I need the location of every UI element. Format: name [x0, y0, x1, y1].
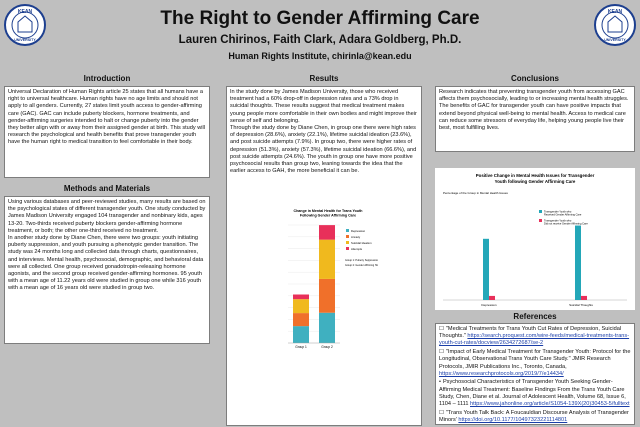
stacked-chart-note: Group 1: Puberty Suppression	[345, 259, 378, 262]
conclusions-box: Research indicates that preventing trans…	[435, 86, 635, 152]
reference-link[interactable]: https://doi.org/10.1177/1049732322111480…	[458, 416, 568, 423]
stacked-chart-svg: Change in Mental Health for Trans YouthF…	[288, 209, 387, 349]
conclusions-text: Research indicates that preventing trans…	[439, 89, 629, 132]
reference-link[interactable]: https://search.proquest.com/wire-feeds/m…	[439, 333, 630, 347]
bar-chart-x-label: Suicidal Thoughts	[569, 303, 593, 307]
stacked-legend-label: Attempts	[351, 247, 363, 251]
stacked-chart-title: Change in Mental Health for Trans Youth	[294, 209, 363, 213]
bar-legend-label: Did not receive Gender Affirming Care	[544, 222, 588, 226]
stacked-bar-segment	[319, 312, 335, 343]
reference-link[interactable]: https://www.researchprotocols.org/2019/7…	[439, 370, 564, 377]
stacked-chart-x-label: Group 1	[295, 345, 307, 349]
bar-legend-swatch	[539, 210, 542, 213]
stacked-legend-label: Depression	[351, 229, 366, 233]
svg-text:UNIVERSITY: UNIVERSITY	[14, 38, 36, 42]
bar-legend-label: Transgender Youth who	[544, 219, 572, 223]
reference-bullet: ☐	[439, 409, 444, 416]
stacked-bar-segment	[293, 299, 309, 314]
kean-logo-right: KEAN UNIVERSITY	[594, 4, 636, 46]
bar-chart-bar	[575, 225, 581, 300]
stacked-legend-label: Suicidal Ideation	[351, 241, 372, 245]
stacked-chart-note: Group 2: Gender Affirming Hormones	[345, 264, 378, 267]
results-paragraph-1: In the study done by James Madison Unive…	[230, 89, 417, 124]
stacked-bar-segment	[293, 294, 309, 300]
stacked-bar-segment	[293, 313, 309, 327]
stacked-legend-swatch	[346, 247, 349, 250]
reference-bullet: ☐	[439, 349, 444, 356]
kean-logo-left: KEAN UNIVERSITY	[4, 4, 46, 46]
reference-text: "Medical Treatments for Trans Youth Cut …	[439, 326, 622, 340]
intro-heading: Introduction	[83, 74, 131, 83]
results-paragraph-2: Through the study done by Diane Chen, in…	[230, 125, 417, 175]
methods-heading: Methods and Materials	[63, 184, 151, 193]
reference-item: ☐ "Medical Treatments for Trans Youth Cut…	[439, 326, 631, 348]
bar-chart-y-label: Percentage of the Group in Mental Health…	[443, 191, 508, 195]
reference-bullet: •	[439, 379, 441, 386]
reference-item: • Psychosocial Characteristics of Transge…	[439, 379, 631, 408]
bar-chart-x-label: Depression	[481, 303, 497, 307]
stacked-bar-segment	[293, 326, 309, 343]
stacked-legend-swatch	[346, 241, 349, 244]
bar-chart: Positive Change in Mental Health Issues …	[435, 168, 635, 310]
conclusions-heading: Conclusions	[510, 74, 559, 83]
reference-text: "Trans Youth Talk Back: A Foucauldian Di…	[439, 409, 629, 423]
stacked-bar-segment	[319, 225, 335, 240]
stacked-legend-swatch	[346, 229, 349, 232]
references-heading: References	[513, 312, 557, 321]
reference-link[interactable]: https://www.jahonline.org/article/S1054-…	[470, 401, 630, 408]
reference-bullet: ☐	[439, 326, 444, 332]
bar-chart-title: Positive Change in Mental Health Issues …	[476, 173, 595, 178]
bar-chart-bar	[483, 238, 489, 300]
methods-box: Using various databases and peer-reviewe…	[4, 196, 210, 344]
svg-text:UNIVERSITY: UNIVERSITY	[604, 38, 626, 42]
methods-paragraph-1: Using various databases and peer-reviewe…	[8, 199, 206, 234]
references-list: ☐ "Medical Treatments for Trans Youth Cut…	[439, 326, 631, 424]
bar-chart-bar	[489, 295, 495, 300]
reference-item: ☐ "Impact of Early Medical Treatment for …	[439, 349, 631, 378]
poster-authors: Lauren Chirinos, Faith Clark, Adara Gold…	[178, 34, 462, 46]
references-box: ☐ "Medical Treatments for Trans Youth Cut…	[435, 323, 635, 425]
stacked-legend-swatch	[346, 235, 349, 238]
intro-text: Universal Declaration of Human Rights ar…	[8, 89, 206, 146]
methods-paragraph-2: In another study done by Diane Chen, the…	[8, 235, 204, 292]
results-heading: Results	[309, 74, 339, 83]
bar-legend-label: Transgender Youth who	[544, 210, 572, 214]
bar-legend-swatch	[539, 219, 542, 222]
stacked-chart: Change in Mental Health for Trans Youth F…	[278, 205, 387, 355]
stacked-chart-x-label: Group 2	[321, 345, 333, 349]
stacked-bar-segment	[319, 278, 335, 313]
stacked-bar-segment	[319, 239, 335, 279]
intro-box: Universal Declaration of Human Rights ar…	[4, 86, 210, 178]
poster-title: The Right to Gender Affirming Care	[160, 8, 480, 29]
reference-text: Psychosocial Characteristics of Transgen…	[439, 379, 626, 408]
stacked-chart-title: Following Gender Affirming Care	[300, 214, 356, 218]
svg-text:KEAN: KEAN	[18, 9, 33, 15]
reference-text: "Impact of Early Medical Treatment for T…	[439, 349, 631, 370]
stacked-legend-label: Anxiety	[351, 235, 361, 239]
bar-chart-title: Youth following Gender Affirming Care	[495, 179, 576, 184]
poster-institute: Human Rights Institute, chirinla@kean.ed…	[228, 51, 412, 61]
bar-chart-svg: Positive Change in Mental Health Issues …	[443, 173, 627, 307]
svg-text:KEAN: KEAN	[608, 9, 623, 15]
reference-item: ☐ "Trans Youth Talk Back: A Foucauldian D…	[439, 410, 631, 424]
bar-legend-label: Received Gender Affirming Care	[544, 213, 582, 217]
bar-chart-bar	[581, 295, 587, 300]
